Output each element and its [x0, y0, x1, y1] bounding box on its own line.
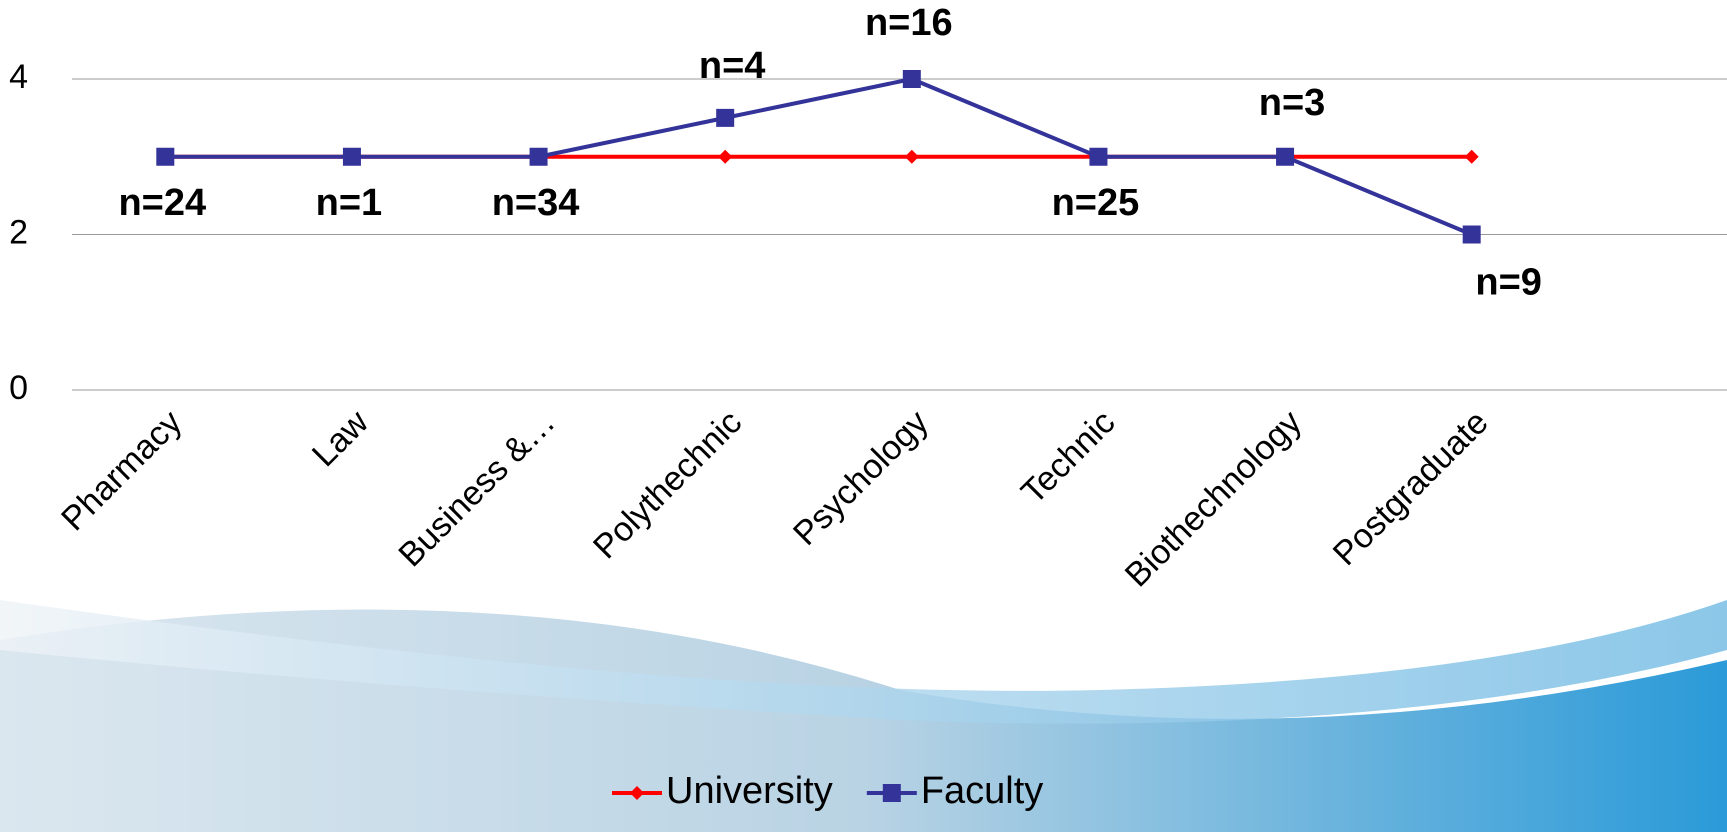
marker: [156, 147, 175, 166]
marker: [1462, 225, 1481, 244]
marker: [529, 147, 548, 166]
x-tick-label: Biothechnology: [1118, 403, 1309, 594]
annotation: n=3: [1259, 82, 1326, 124]
annotation: n=24: [118, 182, 206, 224]
series-line: [165, 76, 1473, 237]
x-tick-label: Technic: [1014, 403, 1122, 511]
annotation: n=16: [865, 2, 953, 44]
legend-label: Faculty: [921, 770, 1043, 812]
x-tick-label: Law: [305, 403, 376, 474]
annotation: n=4: [699, 45, 766, 87]
annotation: n=25: [1052, 182, 1140, 224]
x-tick-label: Psychology: [786, 403, 936, 553]
marker: [1276, 147, 1295, 166]
marker: [902, 70, 921, 88]
marker: [342, 147, 361, 166]
marker: [1089, 147, 1108, 166]
annotation: n=9: [1475, 262, 1542, 304]
marker: [904, 149, 919, 164]
marker: [716, 108, 735, 127]
y-tick-label: 2: [9, 213, 28, 251]
y-tick-label: 0: [9, 369, 28, 407]
legend-label: University: [666, 770, 833, 812]
y-tick-label: 4: [9, 58, 28, 96]
annotation: n=1: [316, 182, 383, 224]
x-tick-label: Business &…: [391, 403, 562, 574]
marker: [882, 784, 901, 802]
x-tick-label: Pharmacy: [54, 403, 189, 538]
background-wave: [0, 600, 1727, 724]
annotation: n=34: [492, 182, 580, 224]
x-tick-label: Postgraduate: [1326, 403, 1496, 573]
marker: [718, 149, 733, 164]
x-tick-label: Polythechnic: [586, 403, 749, 566]
marker: [630, 786, 644, 800]
marker: [1464, 149, 1479, 164]
